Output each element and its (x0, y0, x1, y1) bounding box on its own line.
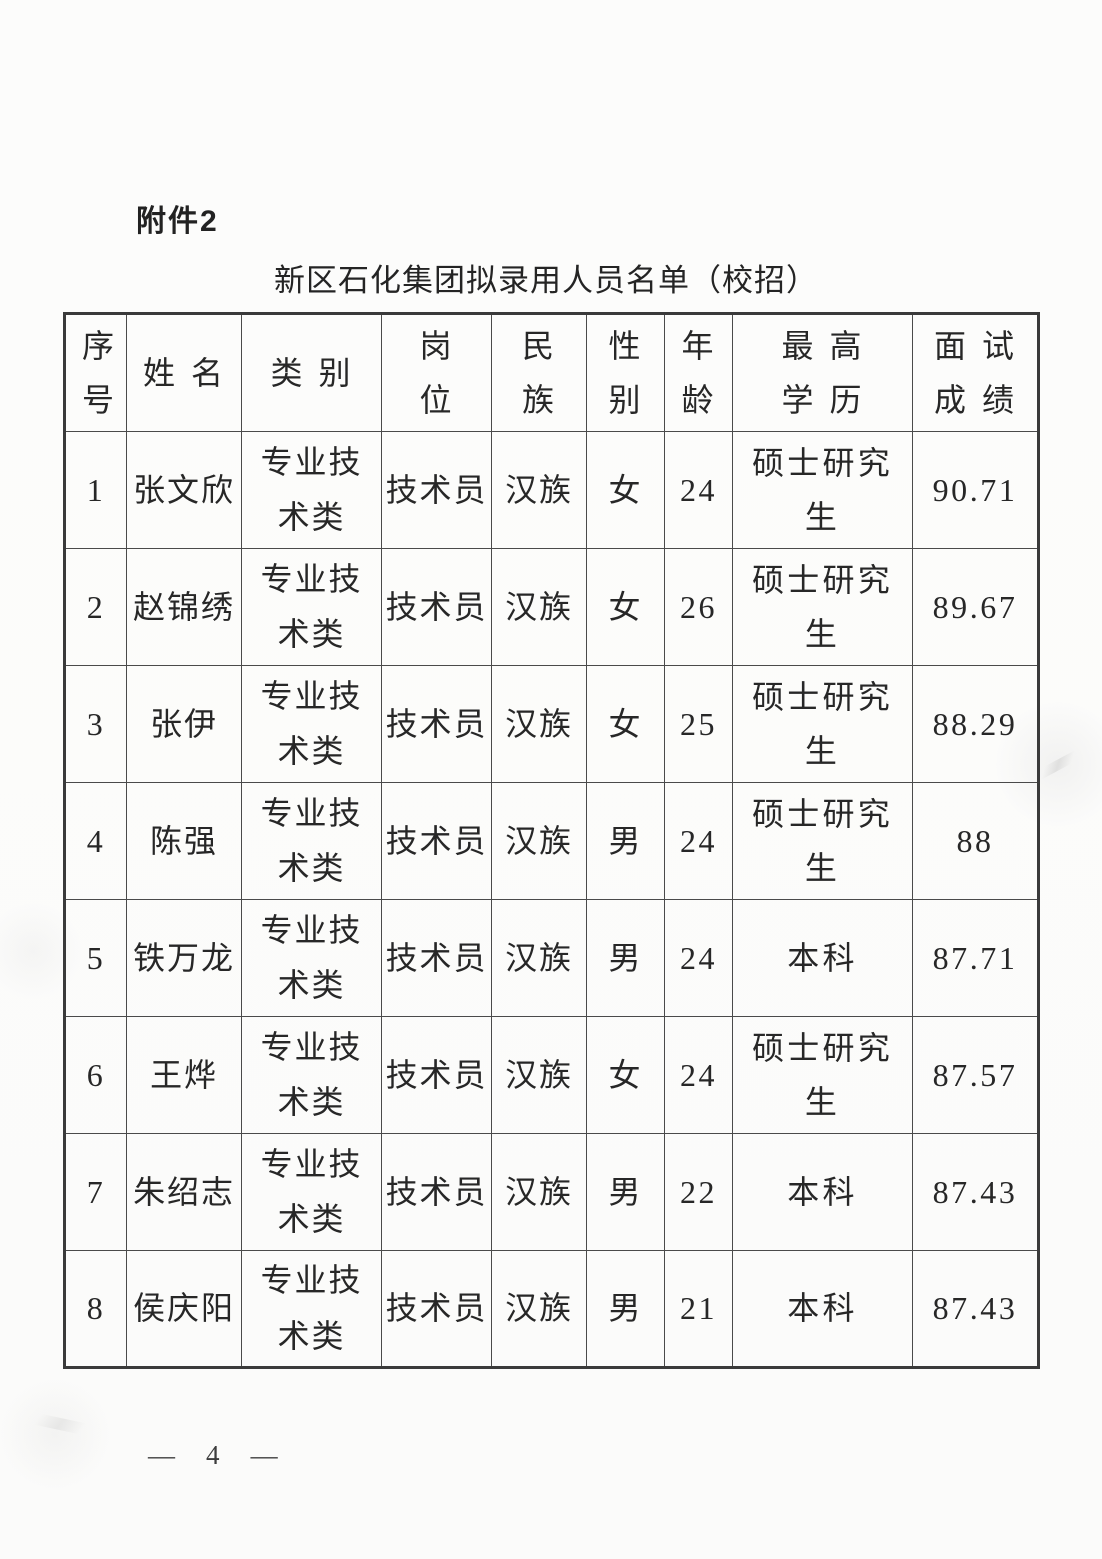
cell-gender: 男 (586, 899, 665, 1017)
cell-gender: 男 (586, 1133, 665, 1251)
cell-age: 22 (664, 1133, 733, 1251)
column-header-ethnicity: 民族 (491, 313, 587, 432)
table-row: 1 张文欣 专业技术类 技术员 汉族 女 24 硕士研究生 90.71 (64, 431, 1039, 549)
column-header-education: 最高 学历 (732, 313, 913, 432)
roster-table: 序 号 姓名 类别 岗位 民族 性别 年 龄 最高 学历 面试 成绩 1 张文欣… (63, 312, 1040, 1369)
cell-category: 专业技术类 (241, 665, 382, 783)
cell-position: 技术员 (381, 665, 492, 783)
cell-age: 24 (664, 431, 733, 549)
cell-category: 专业技术类 (241, 431, 382, 549)
cell-score: 87.43 (912, 1133, 1039, 1251)
cell-seq: 1 (64, 431, 127, 549)
cell-education: 硕士研究生 (732, 782, 913, 900)
cell-gender: 女 (586, 431, 665, 549)
cell-education: 本科 (732, 899, 913, 1017)
cell-seq: 6 (64, 1016, 127, 1134)
cell-ethnicity: 汉族 (491, 548, 587, 666)
cell-ethnicity: 汉族 (491, 665, 587, 783)
cell-category: 专业技术类 (241, 548, 382, 666)
scan-smudge (29, 1411, 91, 1437)
cell-gender: 男 (586, 1250, 665, 1368)
cell-gender: 男 (586, 782, 665, 900)
cell-gender: 女 (586, 1016, 665, 1134)
cell-seq: 8 (64, 1250, 127, 1368)
cell-ethnicity: 汉族 (491, 782, 587, 900)
page-number: — 4 — (148, 1440, 290, 1470)
column-header-age: 年 龄 (664, 313, 733, 432)
scan-smudge (1035, 749, 1081, 781)
cell-age: 26 (664, 548, 733, 666)
cell-seq: 5 (64, 899, 127, 1017)
document-title: 新区石化集团拟录用人员名单（校招） (274, 263, 818, 298)
cell-education: 本科 (732, 1250, 913, 1368)
cell-seq: 3 (64, 665, 127, 783)
cell-name: 陈强 (126, 782, 242, 900)
column-header-name: 姓名 (126, 313, 242, 432)
cell-education: 本科 (732, 1133, 913, 1251)
cell-age: 25 (664, 665, 733, 783)
cell-education: 硕士研究生 (732, 431, 913, 549)
table-row: 4 陈强 专业技术类 技术员 汉族 男 24 硕士研究生 88 (64, 782, 1039, 900)
column-header-gender: 性别 (586, 313, 665, 432)
cell-score: 89.67 (912, 548, 1039, 666)
cell-category: 专业技术类 (241, 782, 382, 900)
cell-education: 硕士研究生 (732, 548, 913, 666)
cell-position: 技术员 (381, 431, 492, 549)
table-row: 5 铁万龙 专业技术类 技术员 汉族 男 24 本科 87.71 (64, 899, 1039, 1017)
cell-category: 专业技术类 (241, 899, 382, 1017)
cell-education: 硕士研究生 (732, 665, 913, 783)
cell-age: 24 (664, 1016, 733, 1134)
column-header-seq: 序 号 (64, 313, 127, 432)
cell-score: 88.29 (912, 665, 1039, 783)
cell-category: 专业技术类 (241, 1016, 382, 1134)
cell-position: 技术员 (381, 899, 492, 1017)
table-row: 8 侯庆阳 专业技术类 技术员 汉族 男 21 本科 87.43 (64, 1250, 1039, 1368)
cell-name: 张伊 (126, 665, 242, 783)
cell-name: 张文欣 (126, 431, 242, 549)
cell-name: 朱绍志 (126, 1133, 242, 1251)
table-row: 2 赵锦绣 专业技术类 技术员 汉族 女 26 硕士研究生 89.67 (64, 548, 1039, 666)
cell-education: 硕士研究生 (732, 1016, 913, 1134)
table-row: 3 张伊 专业技术类 技术员 汉族 女 25 硕士研究生 88.29 (64, 665, 1039, 783)
cell-score: 87.43 (912, 1250, 1039, 1368)
table-row: 6 王烨 专业技术类 技术员 汉族 女 24 硕士研究生 87.57 (64, 1016, 1039, 1134)
cell-position: 技术员 (381, 1133, 492, 1251)
cell-age: 24 (664, 782, 733, 900)
cell-category: 专业技术类 (241, 1133, 382, 1251)
cell-score: 87.57 (912, 1016, 1039, 1134)
cell-position: 技术员 (381, 1016, 492, 1134)
cell-score: 90.71 (912, 431, 1039, 549)
cell-ethnicity: 汉族 (491, 1250, 587, 1368)
header-row: 序 号 姓名 类别 岗位 民族 性别 年 龄 最高 学历 面试 成绩 (64, 313, 1039, 432)
cell-seq: 7 (64, 1133, 127, 1251)
column-header-category: 类别 (241, 313, 382, 432)
attachment-label: 附件2 (136, 205, 219, 238)
column-header-position: 岗位 (381, 313, 492, 432)
cell-age: 24 (664, 899, 733, 1017)
cell-ethnicity: 汉族 (491, 1016, 587, 1134)
cell-ethnicity: 汉族 (491, 431, 587, 549)
cell-gender: 女 (586, 548, 665, 666)
cell-score: 87.71 (912, 899, 1039, 1017)
cell-age: 21 (664, 1250, 733, 1368)
cell-ethnicity: 汉族 (491, 899, 587, 1017)
column-header-score: 面试 成绩 (912, 313, 1039, 432)
cell-name: 赵锦绣 (126, 548, 242, 666)
cell-name: 铁万龙 (126, 899, 242, 1017)
cell-position: 技术员 (381, 782, 492, 900)
cell-seq: 2 (64, 548, 127, 666)
cell-category: 专业技术类 (241, 1250, 382, 1368)
cell-name: 侯庆阳 (126, 1250, 242, 1368)
cell-name: 王烨 (126, 1016, 242, 1134)
cell-position: 技术员 (381, 1250, 492, 1368)
cell-score: 88 (912, 782, 1039, 900)
cell-position: 技术员 (381, 548, 492, 666)
cell-ethnicity: 汉族 (491, 1133, 587, 1251)
cell-gender: 女 (586, 665, 665, 783)
cell-seq: 4 (64, 782, 127, 900)
table-row: 7 朱绍志 专业技术类 技术员 汉族 男 22 本科 87.43 (64, 1133, 1039, 1251)
